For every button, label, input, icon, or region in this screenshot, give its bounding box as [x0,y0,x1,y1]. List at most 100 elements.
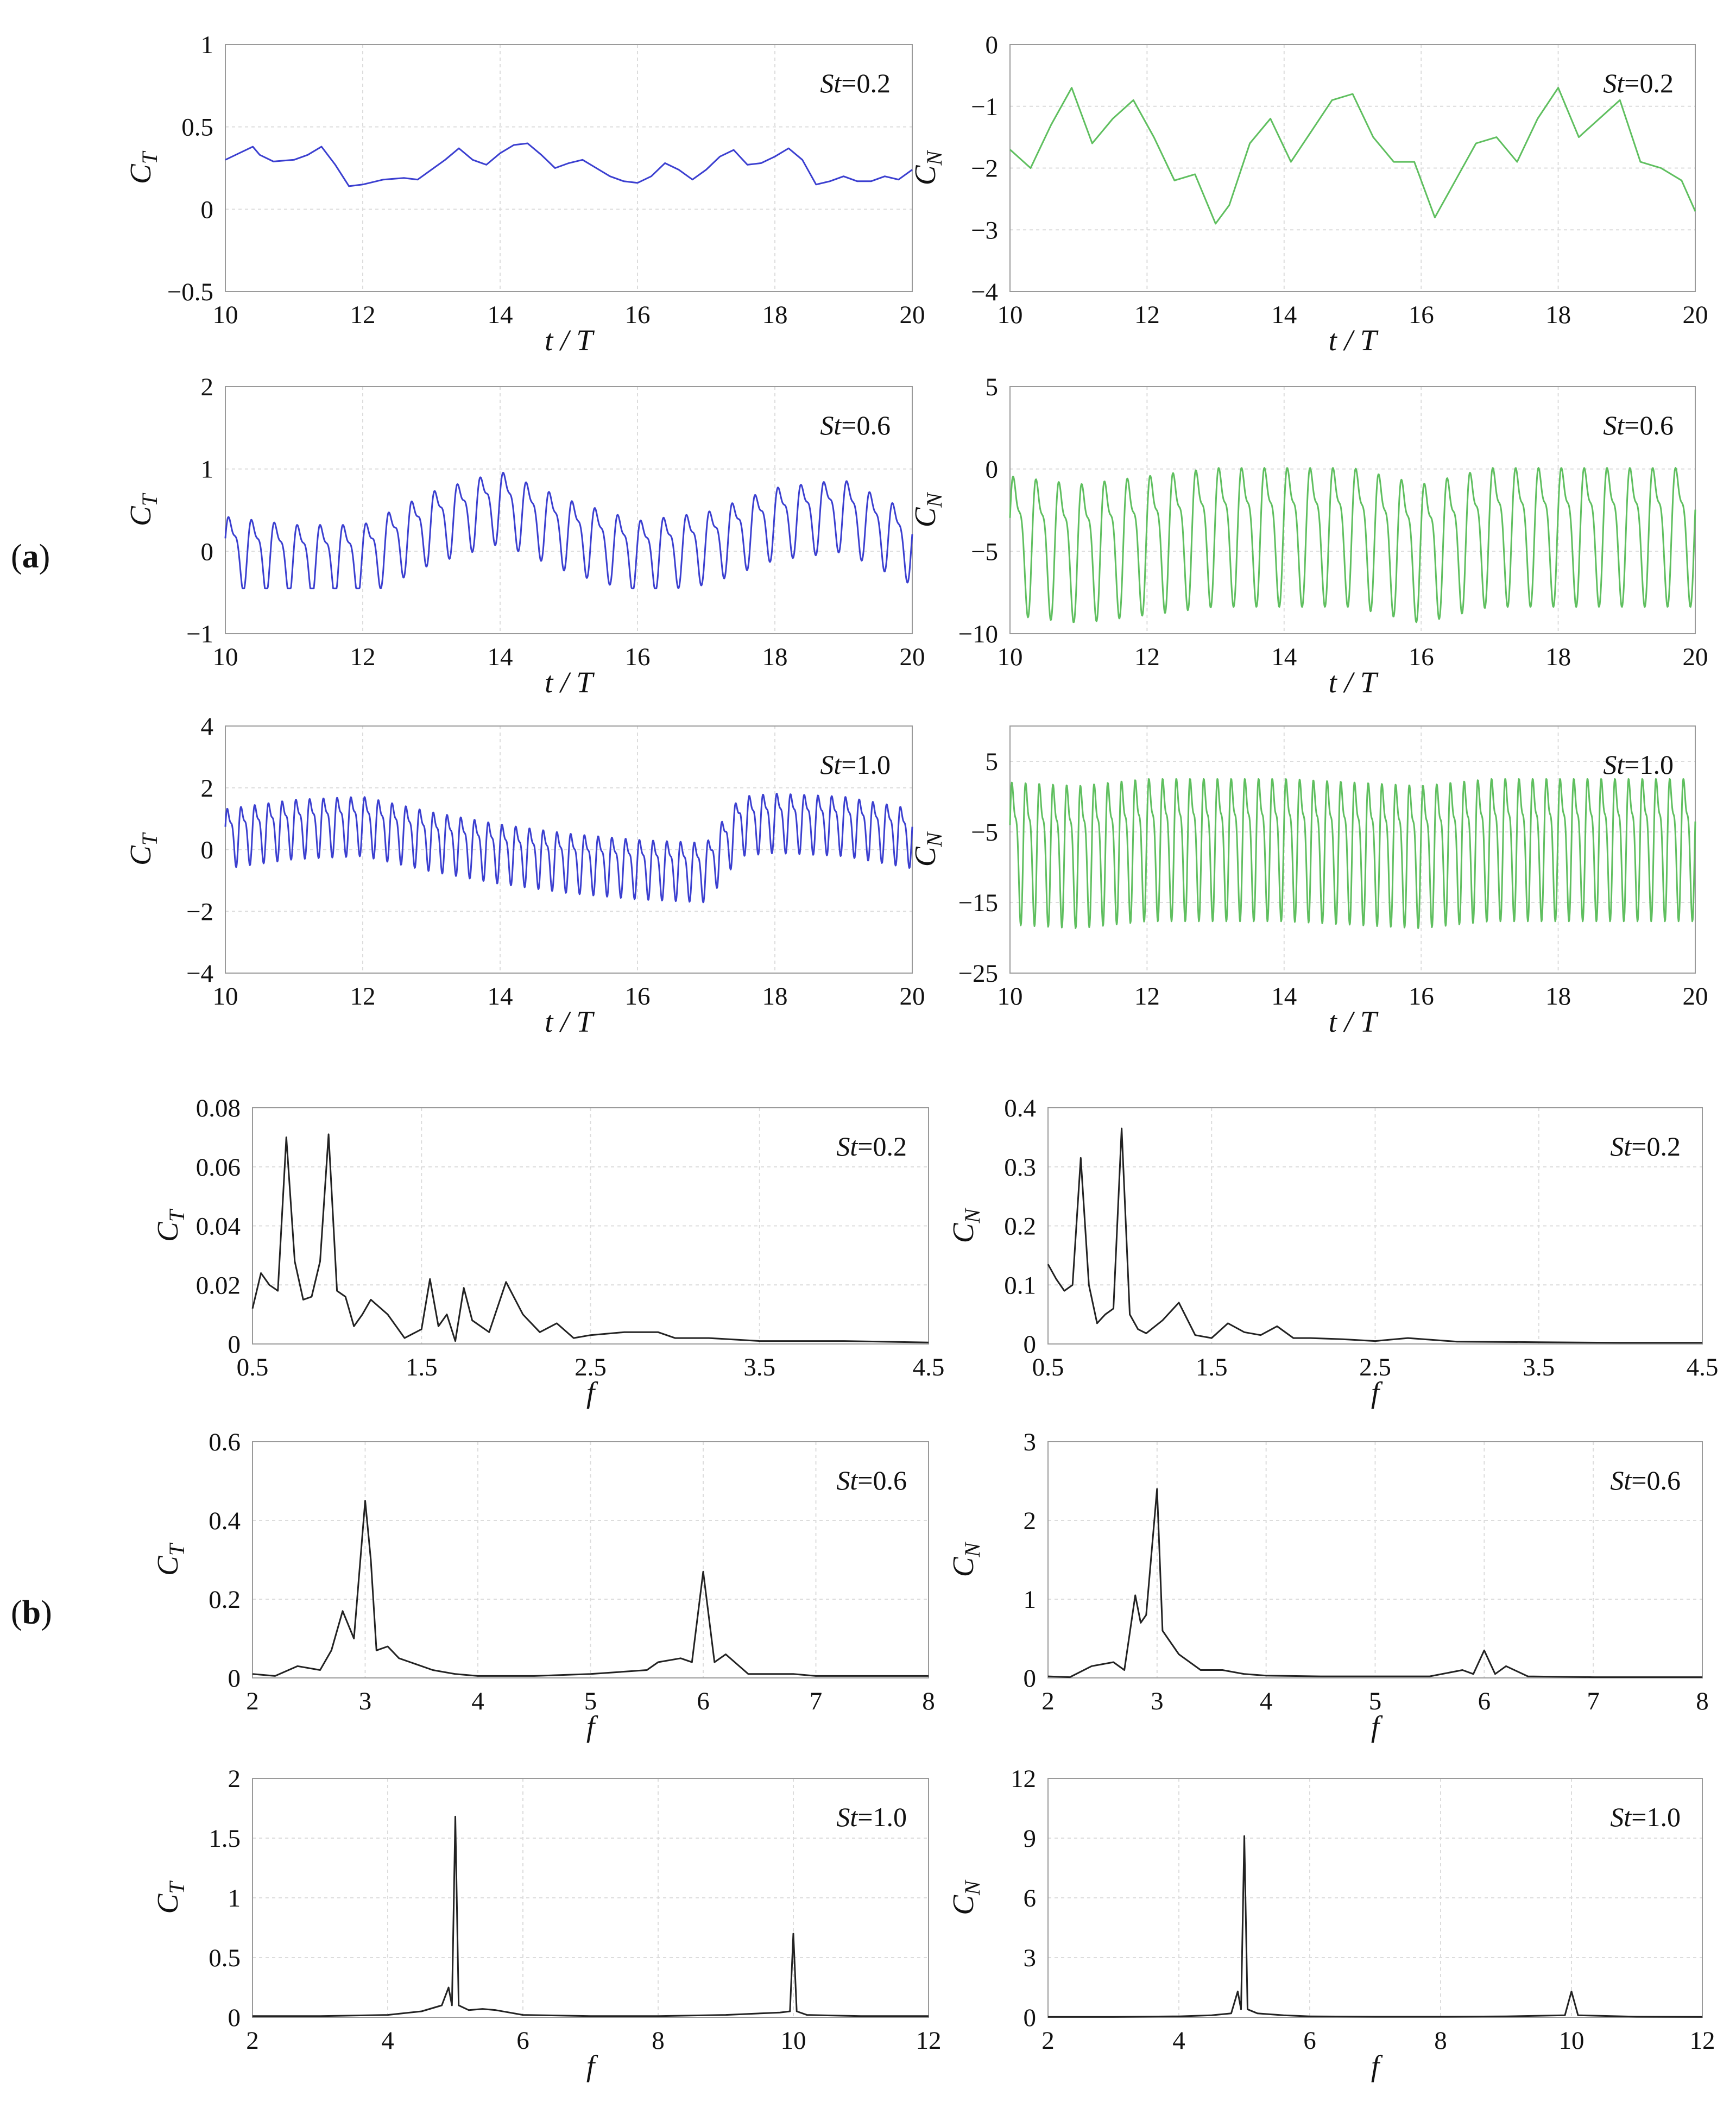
x-tick-label: 20 [1683,301,1708,329]
y-tick-label: −10 [958,620,998,648]
panel-label-b: (b) [11,1594,52,1631]
x-tick-label: 12 [1134,982,1160,1011]
series-line-C_T spectrum [252,1500,929,1677]
x-tick-label: 20 [1683,982,1708,1011]
x-tick-label: 20 [1683,643,1708,671]
x-tick-label: 4 [1172,2027,1185,2055]
plot-frame [252,1107,929,1345]
y-tick-label: 2 [1024,1507,1037,1535]
x-tick-label: 7 [810,1687,823,1715]
series-line-C_T [224,793,913,904]
chart-b-CT-10: 2 4 6 8 10 12 2 1.5 1 0.5 0 f CT St=1.0 [151,1765,942,2082]
y-tick-label: −25 [958,960,998,988]
series-line-C_T spectrum [251,1133,929,1343]
st-annotation: St=0.2 [820,68,891,98]
y-tick-label: −5 [971,538,998,566]
y-tick-label: 0 [201,836,214,864]
y-tick-label: 0 [986,456,999,484]
y-tick-label: 1 [228,1884,241,1913]
plot-frame [225,386,913,634]
chart-b-CT-02: 0.5 1.5 2.5 3.5 4.50.080.060.040.020fCTSt=0.… [151,1094,944,1409]
x-tick-label: 4 [471,1687,484,1715]
series-line-C_N spectrum [1048,1835,1703,2018]
y-tick-label: 0.5 [209,1944,241,1972]
x-tick-label: 10 [1559,2027,1585,2055]
y-tick-label: 2 [201,774,214,803]
x-tick-label: 0.5 [1032,1353,1064,1381]
y-tick-label: −3 [971,216,998,244]
x-tick-label: 12 [1134,643,1160,671]
x-tick-label: 16 [1409,643,1434,671]
st-annotation: St=1.0 [836,1802,907,1832]
y-tick-label: 1.5 [209,1825,241,1853]
y-axis-label: CN [946,1542,984,1577]
x-tick-label: 10 [998,643,1023,671]
x-tick-label: 0.5 [237,1353,269,1381]
x-axis-label: t / T [1329,1005,1379,1038]
x-tick-label: 18 [762,643,788,671]
plot-frame [252,1441,929,1678]
x-axis-label: t / T [1329,324,1379,357]
st-annotation: St=1.0 [820,749,891,780]
y-tick-label: 0 [228,1664,241,1693]
st-annotation: St=1.0 [1603,749,1674,780]
y-tick-label: 0 [986,31,999,59]
x-tick-label: 3.5 [1523,1353,1555,1381]
y-axis-label: CT [124,150,162,184]
x-tick-label: 12 [916,2027,942,2055]
plot-frame [1047,1441,1703,1678]
y-tick-label: 0.1 [1004,1271,1036,1299]
chart-a-CT-02: 10 12 14 16 18 20 1 0.5 0 −0.5 t / T CT St=0.2 [124,31,925,357]
st-annotation: St=0.6 [836,1465,907,1495]
y-tick-label: 0.02 [196,1271,241,1299]
y-axis-label: CN [908,150,946,186]
y-tick-label: −0.5 [167,278,213,306]
x-tick-label: 4.5 [1687,1353,1719,1381]
y-tick-label: 4 [201,712,214,741]
x-tick-label: 14 [488,643,513,671]
x-tick-label: 4 [1260,1687,1273,1715]
st-annotation: St=0.6 [820,410,891,440]
y-tick-label: 0.3 [1004,1153,1036,1182]
x-axis-label: t / T [1329,666,1379,699]
chart-a-CN-02: 10 12 14 16 18 20 0 −1 −2 −3 −4 t / T CN St=0.2 [908,31,1708,357]
y-tick-label: 0.2 [209,1586,241,1614]
x-tick-label: 14 [1271,643,1297,671]
x-tick-label: 8 [1696,1687,1709,1715]
series-line-C_N [1009,467,1696,623]
x-tick-label: 18 [1545,301,1571,329]
y-tick-label: 9 [1024,1825,1037,1853]
x-tick-label: 6 [1478,1687,1491,1715]
x-tick-label: 2 [1041,1687,1055,1715]
series-line-C_N spectrum [1047,1488,1702,1678]
x-axis-label: f [1371,2049,1383,2082]
y-tick-label: −1 [971,93,998,121]
st-annotation: St=0.2 [836,1131,907,1162]
x-tick-label: 10 [213,982,238,1011]
y-axis-label: CN [946,1208,984,1244]
y-tick-label: 2 [228,1765,241,1793]
y-tick-label: 12 [1011,1765,1036,1793]
x-tick-label: 20 [900,301,925,329]
x-tick-label: 10 [213,643,238,671]
x-tick-label: 10 [998,301,1023,329]
y-tick-label: 0 [1024,2004,1037,2032]
x-tick-label: 10 [998,982,1023,1011]
x-tick-label: 6 [516,2027,529,2055]
y-tick-label: 0 [201,195,214,224]
x-tick-label: 18 [1545,643,1571,671]
st-annotation: St=1.0 [1610,1802,1681,1832]
chart-a-CN-10: 10 12 14 16 18 20 5 −5 −15 −25 t / T CN St=1.0 [908,725,1708,1038]
plot-frame [252,1778,929,2018]
x-tick-label: 4.5 [913,1353,945,1381]
y-tick-label: 0.6 [209,1428,241,1456]
x-tick-label: 14 [1271,982,1297,1011]
panel-label-a: (a) [11,538,50,575]
x-tick-label: 14 [488,982,513,1011]
plot-frame [1009,44,1696,292]
x-tick-label: 16 [1409,301,1434,329]
